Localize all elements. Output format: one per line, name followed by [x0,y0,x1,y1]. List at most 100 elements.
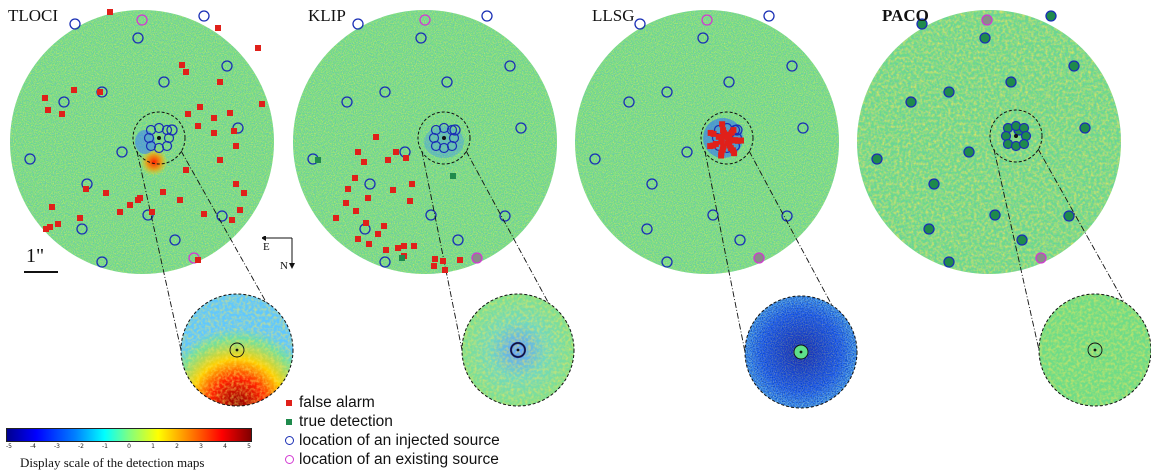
zoom-region-circle [989,109,1043,163]
panel-title-tloci: TLOCI [8,6,59,25]
false-alarm-marker [712,140,719,147]
zoom-view-tloci [180,293,294,407]
false-alarm-marker [353,208,359,214]
scalebar-label: 1" [26,245,45,267]
injected-source-ring [76,223,88,235]
false-alarm-marker [457,257,463,263]
injected-source-ring [415,32,427,44]
false-alarm-marker [160,189,166,195]
injected-source-ring [216,210,228,222]
false-alarm-marker [211,130,217,136]
panel-title-llsg: LLSG [592,6,635,25]
false-alarm-marker [183,167,189,173]
legend-label: true detection [299,412,393,430]
colorbar-tick-label: -4 [30,443,36,450]
colorbar-tick-label: -1 [102,443,108,450]
injected-source-ring [430,124,442,136]
injected-source-circle-icon [284,436,294,445]
false-alarm-marker [42,95,48,101]
colorbar-tick-label: 0 [127,443,131,450]
residual-speckle [140,148,168,176]
colorbar-gradient [6,428,252,442]
false-alarm-marker [197,104,203,110]
injected-source-ring [707,209,719,221]
false-alarm-marker [43,226,49,232]
colorbar-tick-label: 1 [151,443,155,450]
false-alarm-marker [183,69,189,75]
zoom-center-circle [793,344,809,360]
zoom-view-llsg [744,295,858,409]
legend: false alarm true detection location of a… [283,393,500,469]
injected-source-ring [352,18,364,30]
false-alarm-marker [442,267,448,273]
star-center-marker [157,136,161,140]
injected-source-ring [163,132,175,144]
false-alarm-marker [355,149,361,155]
colorbar-tick-label: -5 [6,443,12,450]
injected-source-ring [425,209,437,221]
false-alarm-marker [720,130,727,137]
injected-source-ring [481,10,493,22]
false-alarm-marker [728,137,735,144]
zoom-view-klip [461,293,575,407]
injected-source-ring [145,140,157,152]
false-alarm-marker [390,187,396,193]
false-alarm-marker [55,221,61,227]
injected-source-ring [623,96,635,108]
colorbar-tick-label: -3 [54,443,60,450]
injected-source-ring [661,86,673,98]
injected-source-ring [1068,60,1080,72]
zoom-view-paco [1038,293,1151,407]
legend-item-injected-source: location of an injected source [283,431,500,450]
injected-source-ring [504,60,516,72]
injected-source-ring [1079,122,1091,134]
false-alarm-marker [195,123,201,129]
true-detection-marker [399,255,405,261]
false-alarm-marker [259,101,265,107]
injected-source-ring [438,122,450,134]
injected-source-ring [1045,10,1057,22]
injected-source-ring [943,86,955,98]
false-alarm-marker [385,157,391,163]
false-alarm-marker [127,202,133,208]
injected-source-ring [96,256,108,268]
false-alarm-marker [728,129,735,136]
injected-source-ring [446,140,458,152]
zoom-border [744,295,858,409]
false-alarm-marker [217,79,223,85]
injected-source-ring [1063,210,1075,222]
injected-source-ring [143,132,155,144]
existing-source-ring [136,14,148,26]
false-alarm-marker [233,181,239,187]
false-alarm-marker [217,157,223,163]
false-alarm-marker [355,236,361,242]
colorbar-tick-label: 2 [175,443,179,450]
false-alarm-marker [333,215,339,221]
false-alarm-marker [255,45,261,51]
false-alarm-marker [179,62,185,68]
zoom-connector-line [704,150,746,353]
existing-source-ring [753,252,765,264]
injected-source-ring [24,153,36,165]
detection-map-llsg [575,10,858,353]
injected-source-ring [221,60,233,72]
injected-source-ring [441,76,453,88]
compass-rose: E N [261,235,302,276]
false-alarm-marker [343,200,349,206]
false-alarm-square-icon [286,399,292,406]
existing-source-ring [419,14,431,26]
colorbar-tick-label: 4 [223,443,227,450]
false-alarm-marker [718,138,725,145]
injected-source-ring [341,96,353,108]
zoom-region-circle [132,111,186,165]
star-center-marker [442,136,446,140]
injected-source-ring [116,146,128,158]
injected-source-ring [145,124,157,136]
false-alarm-marker [720,143,727,150]
false-alarm-marker [345,186,351,192]
false-alarm-marker [103,190,109,196]
legend-label: location of an existing source [299,450,499,468]
true-detection-marker [450,173,456,179]
injected-source-ring [723,76,735,88]
